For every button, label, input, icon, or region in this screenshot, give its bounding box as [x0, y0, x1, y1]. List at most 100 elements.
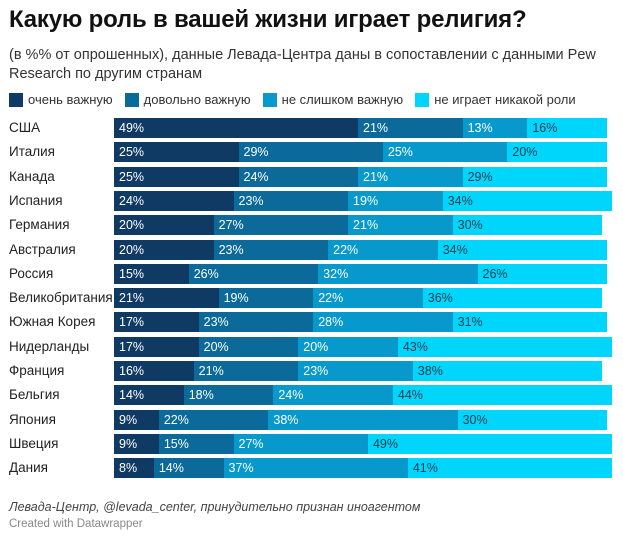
data-label: 17%: [119, 339, 145, 354]
bar-segment: [114, 433, 159, 454]
chart-subtitle: (в %% от опрошенных), данные Левада-Цент…: [9, 47, 596, 82]
category-label: Франция: [9, 363, 65, 378]
bar-segment: [114, 288, 219, 309]
data-label: 49%: [372, 436, 398, 451]
data-label: 34%: [442, 242, 468, 257]
data-label: 28%: [318, 315, 344, 330]
data-label: 32%: [323, 266, 349, 281]
bar-segment: [412, 361, 603, 381]
data-label: 29%: [467, 169, 493, 184]
chart-title: Какую роль в вашей жизни играет религия?: [9, 6, 527, 33]
legend-item: не играет никакой роли: [415, 92, 576, 107]
data-label: 26%: [482, 266, 508, 281]
data-label: 19%: [223, 291, 249, 306]
data-label: 34%: [447, 193, 473, 208]
legend-label: очень важную: [28, 92, 113, 107]
data-label: 22%: [318, 291, 344, 306]
category-label: Нидерланды: [9, 338, 90, 354]
legend-swatch: [262, 92, 277, 107]
bar-segment: [318, 263, 478, 284]
bar-segment: [114, 166, 239, 187]
data-label: 21%: [363, 169, 389, 184]
data-label: 41%: [412, 461, 438, 476]
bar-segment: [198, 336, 299, 357]
data-label: 20%: [512, 145, 538, 160]
bar-segment: [462, 118, 528, 138]
bar-segment: [358, 166, 463, 187]
source-note: Левада-Центр, @levada_center, принудител…: [9, 500, 421, 514]
bar-segment: [114, 336, 199, 357]
data-label: 14%: [158, 461, 184, 476]
bar-segment: [268, 409, 458, 430]
data-label: 17%: [119, 315, 145, 330]
bar-segment: [348, 190, 443, 211]
data-label: 19%: [353, 193, 379, 208]
credit-note: Created with Datawrapper: [9, 518, 143, 530]
data-label: 25%: [119, 145, 145, 160]
bar-segment: [477, 263, 607, 284]
bar-segment: [238, 142, 383, 163]
data-label: 37%: [228, 461, 254, 476]
bar-segment: [114, 458, 154, 479]
bar-segment: [452, 312, 607, 333]
category-label: Италия: [9, 144, 55, 160]
data-label: 38%: [273, 412, 299, 427]
legend-swatch: [9, 92, 23, 107]
category-label: Канада: [9, 168, 55, 184]
data-label: 18%: [188, 388, 214, 403]
bar-segment: [382, 142, 508, 163]
bar-segment: [114, 118, 359, 138]
legend-label: довольно важную: [143, 92, 251, 107]
category-label: Япония: [9, 411, 56, 427]
bar-segment: [392, 385, 612, 406]
data-label: 23%: [238, 193, 264, 208]
bar-segment: [198, 312, 314, 333]
bar-segment: [233, 190, 349, 211]
legend-swatch: [415, 92, 430, 107]
data-label: 15%: [119, 266, 145, 281]
bar-segment: [328, 239, 438, 260]
bar-segment: [114, 409, 159, 430]
legend: очень важную довольно важную не слишком ва…: [9, 92, 588, 107]
bar-segment: [158, 409, 269, 430]
category-label: Великобритания: [9, 290, 113, 306]
bar-segment: [114, 142, 239, 163]
bar-segment: [213, 239, 329, 260]
data-label: 16%: [532, 121, 558, 135]
data-label: 44%: [397, 388, 423, 403]
bar-segment: [158, 433, 234, 454]
legend-item: довольно важную: [124, 92, 251, 107]
bar-segment: [213, 215, 349, 236]
category-label: Южная Корея: [9, 314, 96, 330]
bar-segment: [233, 433, 368, 454]
data-label: 22%: [333, 242, 359, 257]
data-label: 20%: [303, 339, 329, 354]
category-label: Дания: [9, 460, 48, 476]
bar-segment: [193, 361, 299, 381]
bar-segment: [457, 409, 607, 430]
bar-segment: [223, 458, 408, 479]
bar-segment: [348, 215, 453, 236]
data-label: 23%: [203, 315, 229, 330]
category-label: Австралия: [9, 241, 76, 257]
bar-segment: [422, 288, 603, 309]
data-label: 43%: [402, 339, 428, 354]
legend-label: не слишком важную: [281, 92, 404, 107]
data-label: 14%: [119, 388, 145, 403]
data-label: 24%: [119, 193, 145, 208]
data-label: 26%: [193, 266, 219, 281]
legend-item: не слишком важную: [262, 92, 404, 107]
data-label: 22%: [163, 412, 189, 427]
data-label: 21%: [353, 218, 379, 233]
bar-segment: [114, 263, 189, 284]
bar-segment: [462, 166, 607, 187]
data-label: 20%: [203, 339, 229, 354]
data-label: 27%: [218, 218, 244, 233]
bar-segment: [114, 312, 199, 333]
data-label: 21%: [363, 121, 389, 135]
data-label: 20%: [119, 218, 145, 233]
bar-segment: [183, 385, 274, 406]
category-label: Германия: [9, 217, 70, 233]
data-label: 36%: [427, 291, 453, 306]
data-label: 15%: [163, 436, 189, 451]
